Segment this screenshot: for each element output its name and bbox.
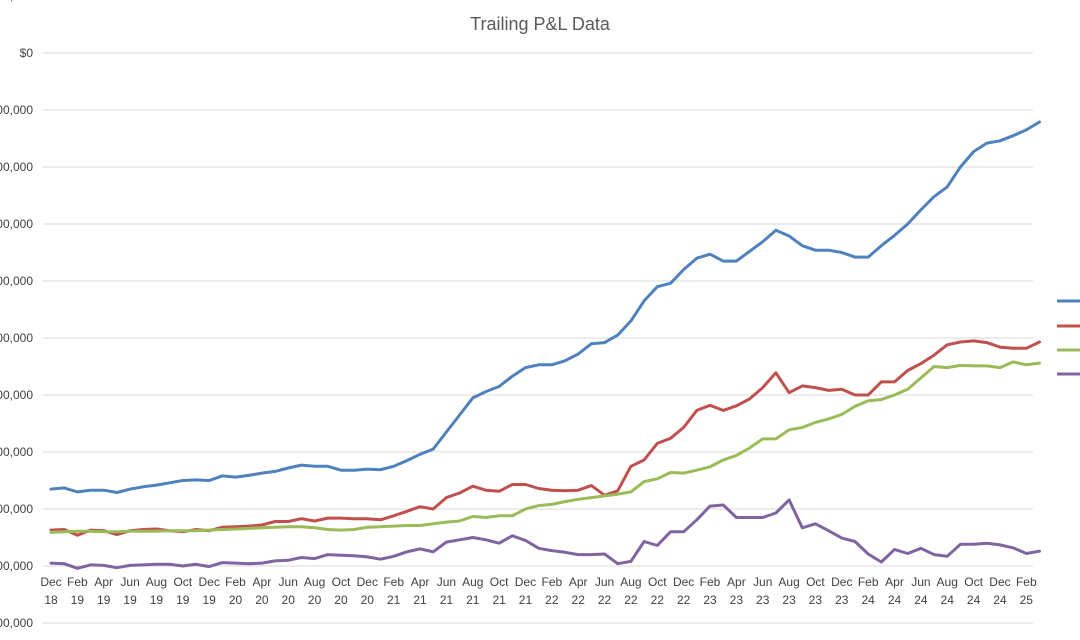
y-tick-label: $0 [20,46,34,60]
chart-title: Trailing P&L Data [470,14,611,34]
x-tick-label-month: Feb [700,575,721,589]
x-tick-label-year: 21 [387,593,401,607]
x-tick-label-month: Aug [937,575,958,589]
y-tick-label: ,000,000 [0,616,33,630]
y-tick-label: ,000,000 [0,0,33,3]
x-tick-label-month: Dec [989,575,1010,589]
y-axis-labels: ,000,000 00,000 00,000 00,000 00,000 00,000 00… [0,0,33,630]
y-tick-label: 00,000 [0,388,33,402]
x-tick-label-month: Feb [383,575,404,589]
x-tick-label-month: Jun [120,575,139,589]
x-tick-label-month: Feb [225,575,246,589]
x-tick-label-year: 18 [44,593,58,607]
x-tick-label-year: 22 [598,593,612,607]
legend [1057,299,1080,376]
x-tick-label-month: Oct [648,575,667,589]
x-tick-label-year: 19 [150,593,164,607]
y-tick-label: 00,000 [0,502,33,516]
x-tick-label-month: Feb [1016,575,1037,589]
x-tick-label-year: 20 [229,593,243,607]
y-tick-label: 00,000 [0,217,33,231]
series-line-1 [49,120,1041,494]
x-tick-label-month: Apr [411,575,430,589]
x-tick-label-month: Jun [911,575,930,589]
x-tick-label-year: 20 [334,593,348,607]
y-tick-label: 00,000 [0,331,33,345]
x-tick-label-year: 22 [624,593,638,607]
x-tick-label-month: Feb [67,575,88,589]
x-tick-label-year: 20 [255,593,269,607]
x-tick-label-year: 19 [71,593,85,607]
x-tick-label-year: 24 [967,593,981,607]
x-tick-label-month: Apr [727,575,746,589]
y-tick-label: 00,000 [0,274,33,288]
x-tick-label-month: Jun [279,575,298,589]
y-tick-label: 00,000 [0,103,33,117]
x-tick-label-year: 21 [492,593,506,607]
x-tick-label-month: Jun [437,575,456,589]
x-tick-label-month: Apr [885,575,904,589]
x-axis-labels: Dec 18 Feb 19 Apr 19 Jun 19 Aug 19 Oct 19 Dec 19 Feb 20… [40,575,1037,607]
x-tick-label-month: Dec [831,575,852,589]
x-tick-label-month: Dec [515,575,536,589]
x-tick-label-year: 24 [888,593,902,607]
x-tick-label-year: 22 [677,593,691,607]
x-tick-label-month: Oct [964,575,983,589]
x-tick-label-month: Dec [40,575,61,589]
x-tick-label-month: Apr [569,575,588,589]
x-tick-label-month: Feb [858,575,879,589]
x-tick-label-year: 19 [97,593,111,607]
x-tick-label-year: 23 [730,593,744,607]
x-tick-label-month: Aug [778,575,799,589]
x-tick-label-month: Jun [753,575,772,589]
y-tick-label: 00,000 [0,559,33,573]
x-tick-label-year: 23 [782,593,796,607]
x-tick-label-year: 23 [703,593,717,607]
x-tick-label-year: 20 [308,593,322,607]
x-tick-label-month: Oct [332,575,351,589]
x-tick-label-year: 19 [176,593,190,607]
x-tick-label-year: 24 [914,593,928,607]
x-tick-label-year: 21 [466,593,480,607]
x-tick-label-year: 21 [519,593,533,607]
x-tick-label-month: Apr [94,575,113,589]
x-tick-label-month: Oct [806,575,825,589]
x-tick-label-year: 24 [941,593,955,607]
x-tick-label-month: Oct [490,575,509,589]
y-tick-label: 00,000 [0,445,33,459]
x-tick-label-month: Aug [620,575,641,589]
x-tick-label-year: 21 [440,593,454,607]
x-tick-label-year: 23 [835,593,849,607]
x-tick-label-year: 24 [861,593,875,607]
x-tick-label-month: Dec [198,575,219,589]
x-tick-label-month: Dec [673,575,694,589]
series-line-4 [49,498,1041,570]
x-tick-label-month: Aug [462,575,483,589]
x-tick-label-month: Aug [304,575,325,589]
x-tick-label-month: Jun [595,575,614,589]
x-tick-label-month: Dec [357,575,378,589]
x-tick-label-year: 22 [545,593,559,607]
x-tick-label-year: 22 [572,593,586,607]
x-tick-label-month: Oct [173,575,192,589]
x-tick-label-year: 23 [756,593,770,607]
x-tick-label-month: Feb [541,575,562,589]
x-tick-label-year: 19 [202,593,216,607]
x-tick-label-year: 19 [123,593,137,607]
x-tick-label-year: 23 [809,593,823,607]
x-tick-label-year: 21 [413,593,427,607]
y-tick-label: 00,000 [0,160,33,174]
x-tick-label-year: 20 [282,593,296,607]
x-tick-label-month: Apr [253,575,272,589]
series-lines [49,120,1041,570]
x-tick-label-month: Aug [146,575,167,589]
x-tick-label-year: 22 [651,593,665,607]
x-tick-label-year: 24 [993,593,1007,607]
series-line-3 [49,360,1041,534]
x-tick-label-year: 25 [1020,593,1034,607]
x-tick-label-year: 20 [361,593,375,607]
